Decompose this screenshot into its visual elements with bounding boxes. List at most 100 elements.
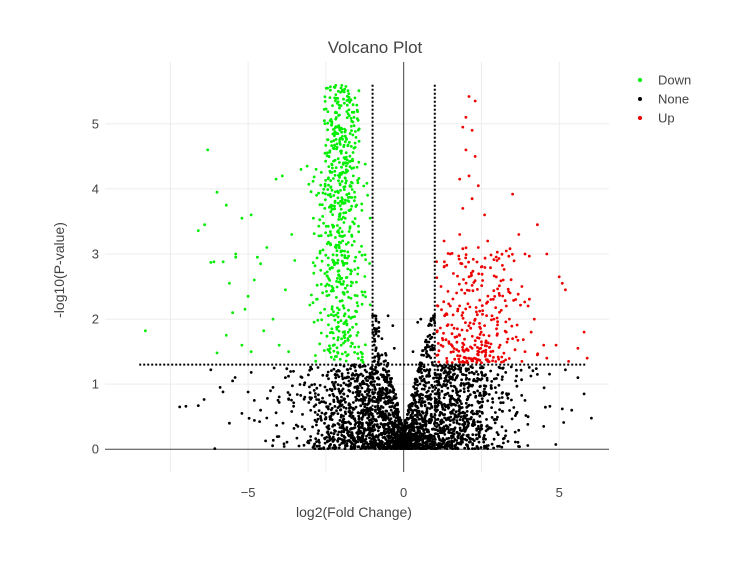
legend-item-up[interactable]: Up	[638, 111, 675, 126]
point-none	[358, 426, 361, 430]
legend[interactable]: Down None Up	[638, 73, 691, 126]
point-none	[344, 383, 348, 387]
point-none	[426, 389, 430, 393]
point-none	[284, 376, 287, 379]
point-down	[332, 132, 336, 136]
legend-item-down[interactable]: Down	[638, 73, 691, 88]
point-none	[374, 314, 378, 318]
point-none	[446, 380, 449, 383]
point-none	[366, 388, 370, 392]
point-down	[349, 145, 353, 148]
y-tick-label: 3	[92, 246, 99, 261]
point-down	[334, 313, 338, 317]
point-up	[464, 281, 468, 285]
point-down	[328, 192, 332, 196]
point-none	[423, 435, 427, 439]
point-none	[407, 408, 411, 411]
point-down	[345, 110, 349, 113]
legend-item-none[interactable]: None	[638, 92, 689, 107]
point-down	[330, 207, 334, 211]
point-none	[389, 447, 393, 450]
point-none	[403, 429, 407, 433]
point-down	[333, 318, 337, 322]
point-none	[359, 399, 363, 402]
point-down	[336, 89, 340, 93]
point-up	[468, 321, 472, 325]
point-none	[377, 358, 381, 361]
point-none	[392, 395, 396, 398]
point-none	[287, 374, 290, 378]
point-none	[331, 380, 334, 384]
point-up	[489, 342, 493, 346]
point-none	[462, 423, 466, 427]
point-none	[430, 335, 434, 339]
point-none	[489, 369, 492, 373]
legend-marker-up	[638, 116, 642, 120]
point-up	[469, 357, 473, 361]
point-none	[272, 366, 276, 370]
point-none	[384, 386, 388, 390]
point-none	[392, 447, 396, 450]
point-none	[385, 391, 389, 394]
point-up	[439, 326, 442, 330]
point-none	[416, 443, 420, 446]
point-none	[459, 389, 462, 393]
point-none	[377, 377, 381, 381]
point-down	[340, 337, 343, 341]
point-none	[367, 397, 371, 400]
point-none	[480, 377, 484, 380]
point-none	[467, 367, 470, 371]
point-none	[459, 442, 463, 446]
point-down	[351, 133, 355, 137]
point-none	[463, 430, 467, 433]
point-up	[498, 310, 501, 314]
point-up	[467, 289, 471, 292]
point-none	[431, 390, 434, 393]
point-none	[289, 370, 292, 373]
point-down	[318, 251, 322, 255]
point-up	[452, 350, 455, 353]
point-down	[340, 217, 343, 221]
point-up	[519, 303, 522, 307]
point-down	[323, 207, 327, 210]
point-down	[344, 181, 348, 185]
point-down	[355, 103, 359, 107]
point-none	[457, 367, 461, 371]
point-up	[464, 321, 467, 324]
point-none	[443, 444, 447, 448]
point-none	[338, 369, 341, 373]
point-none	[515, 374, 518, 378]
point-up	[507, 357, 511, 360]
point-up	[461, 311, 465, 314]
point-none	[258, 420, 261, 423]
y-tick-label: 4	[92, 181, 99, 196]
point-none	[312, 405, 316, 408]
point-down	[313, 264, 317, 268]
point-none	[383, 442, 387, 445]
point-down	[312, 320, 316, 324]
point-none	[196, 404, 200, 407]
point-up	[457, 254, 461, 258]
point-none	[422, 377, 426, 381]
point-none	[590, 416, 593, 420]
point-none	[246, 390, 250, 394]
point-none	[506, 440, 510, 443]
point-down	[328, 331, 332, 334]
point-down	[324, 159, 327, 163]
point-up	[483, 266, 487, 269]
point-down	[333, 173, 337, 177]
point-none	[297, 444, 301, 448]
point-none	[363, 446, 367, 450]
point-none	[373, 442, 377, 446]
point-down	[343, 140, 347, 144]
point-none	[382, 375, 386, 378]
point-none	[438, 383, 442, 387]
point-down	[323, 307, 326, 311]
point-none	[414, 377, 418, 381]
point-none	[336, 397, 339, 401]
point-none	[480, 371, 484, 375]
point-none	[410, 426, 413, 429]
point-down	[345, 322, 349, 326]
point-down	[323, 182, 327, 186]
point-none	[582, 392, 586, 396]
